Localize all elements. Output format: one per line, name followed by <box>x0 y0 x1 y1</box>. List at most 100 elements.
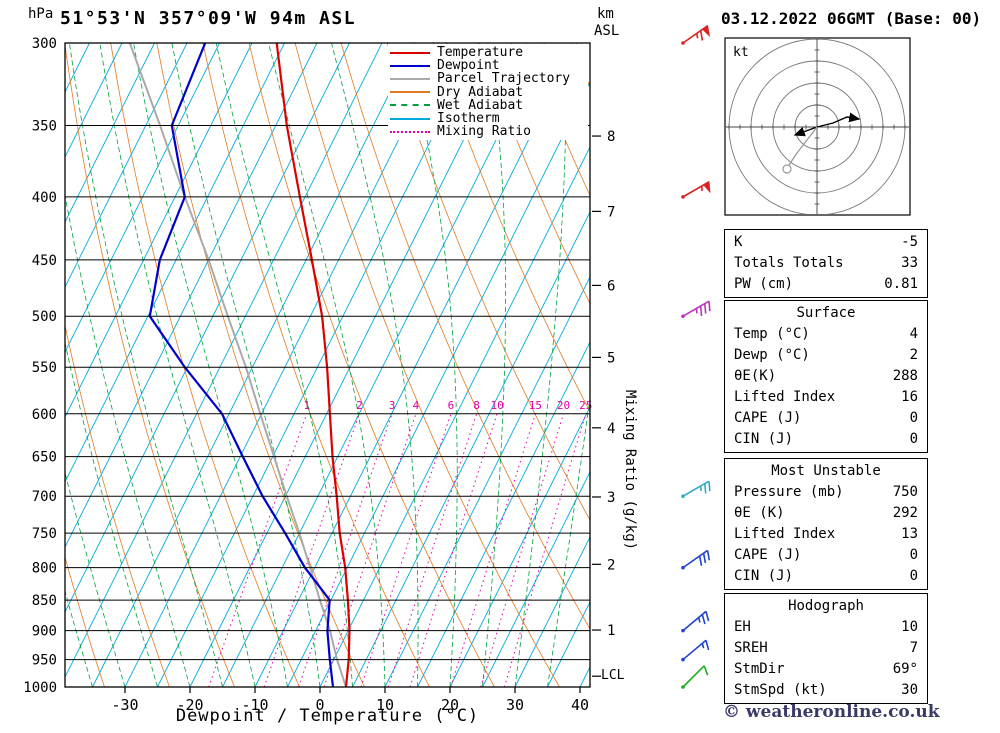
legend-item: Parcel Trajectory <box>390 72 588 85</box>
pressure-tick-label: 300 <box>32 36 57 52</box>
stat-value: 2 <box>909 347 918 363</box>
stat-value: 292 <box>892 505 918 521</box>
legend-line-sample <box>390 77 430 80</box>
legend-line-sample <box>390 104 430 107</box>
stat-value: 288 <box>892 368 918 384</box>
temperature-tick-label: -30 <box>111 696 138 714</box>
km-tick-label: 6 <box>607 278 615 294</box>
pressure-tick-label: 900 <box>32 624 57 640</box>
km-tick-label: 3 <box>607 490 615 506</box>
legend-line-sample <box>390 130 430 133</box>
plot-border <box>64 42 591 688</box>
stats-panel-most-unstable: Most Unstable Pressure (mb) 750 θE (K) 292 Li… <box>724 458 928 590</box>
panel-row: Lifted Index 13 <box>725 524 927 545</box>
panel-row: θE(K) 288 <box>725 366 927 387</box>
hodograph-storm-marker <box>782 164 792 174</box>
panel-row: PW (cm) 0.81 <box>725 274 927 295</box>
mixing-ratio-label: 1 <box>303 399 310 412</box>
legend-item: Temperature <box>390 46 588 59</box>
panel-row: Lifted Index 16 <box>725 387 927 408</box>
stat-value: 0.81 <box>884 276 918 292</box>
pressure-tick-label: 350 <box>32 118 57 134</box>
panel-row: CIN (J) 0 <box>725 429 927 450</box>
panel-row: CAPE (J) 0 <box>725 545 927 566</box>
temperature-ticks <box>124 687 581 693</box>
panel-row: SREH 7 <box>725 638 927 659</box>
panel-row: Totals Totals 33 <box>725 253 927 274</box>
pressure-tick-label: 800 <box>32 561 57 577</box>
temperature-tick-label: -20 <box>176 696 203 714</box>
pressure-axis-unit-label: hPa <box>28 6 54 22</box>
legend-item-label: Dewpoint <box>437 58 500 74</box>
mixing-ratio-label: 20 <box>557 399 570 412</box>
legend-item: Wet Adiabat <box>390 99 588 112</box>
pressure-tick-label: 850 <box>32 593 57 609</box>
isotherm-lines <box>65 43 590 687</box>
wet-adiabat-lines <box>65 43 590 687</box>
x-axis-label: Dewpoint / Temperature (°C) <box>175 706 480 726</box>
dewpoint-curve <box>148 43 335 687</box>
stats-panel-surface: Surface Temp (°C) 4 Dewp (°C) 2 θE(K) 288 Lifte… <box>724 300 928 453</box>
panel-row: Pressure (mb) 750 <box>725 482 927 503</box>
stat-label: Pressure (mb) <box>734 484 844 500</box>
hodograph-trace-black <box>816 112 861 128</box>
stat-value: 7 <box>909 640 918 656</box>
stat-label: StmSpd (kt) <box>734 682 827 698</box>
lcl-label: LCL <box>601 668 625 683</box>
km-tick-label: 7 <box>607 204 615 220</box>
hodograph-panel <box>724 37 911 216</box>
wind-barb <box>681 480 711 499</box>
mixing-ratio-label: 15 <box>529 399 542 412</box>
wind-barb <box>681 24 711 45</box>
legend-line-sample <box>390 64 430 67</box>
legend-item-label: Temperature <box>437 45 524 61</box>
mixing-ratio-label: 2 <box>356 399 363 412</box>
temperature-tick-labels: -30 -20 -10 0 10 20 30 40 <box>111 696 589 714</box>
pressure-tick-label: 950 <box>32 653 57 669</box>
panel-row: CIN (J) 0 <box>725 566 927 587</box>
stat-value: 10 <box>901 619 918 635</box>
legend-item-label: Parcel Trajectory <box>437 71 571 87</box>
mixing-ratio-labels: 1 2 3 4 6 8 10 15 20 25 <box>303 399 592 412</box>
panel-row: CAPE (J) 0 <box>725 408 927 429</box>
panel-row: StmDir 69° <box>725 659 927 680</box>
wind-barb <box>681 181 711 199</box>
stat-value: -5 <box>901 234 918 250</box>
pressure-tick-label: 500 <box>32 309 57 325</box>
mixing-ratio-label: 6 <box>448 399 455 412</box>
stat-value: 16 <box>901 389 918 405</box>
stat-value: 13 <box>901 526 918 542</box>
stat-label: PW (cm) <box>734 276 794 292</box>
legend-line-sample <box>390 117 430 120</box>
temperature-curve <box>275 43 351 687</box>
pressure-tick-label: 750 <box>32 526 57 542</box>
stat-label: EH <box>734 619 751 635</box>
pressure-tick-label: 600 <box>32 407 57 423</box>
km-tick-label: 5 <box>607 350 615 366</box>
hodograph-arrow <box>793 126 818 137</box>
km-axis <box>592 135 601 677</box>
pressure-tick-label: 650 <box>32 450 57 466</box>
stat-label: Lifted Index <box>734 389 836 405</box>
legend-item-label: Isotherm <box>437 111 500 127</box>
mixing-ratio-label: 25 <box>579 399 592 412</box>
mixing-ratio-label: 8 <box>473 399 480 412</box>
panel-row: Dewp (°C) 2 <box>725 345 927 366</box>
legend-item: Mixing Ratio <box>390 125 588 138</box>
pressure-tick-label: 1000 <box>23 680 57 696</box>
pressure-tick-label: 400 <box>32 190 57 206</box>
stat-label: Temp (°C) <box>734 326 810 342</box>
panel-title: Hodograph <box>788 598 864 614</box>
stat-label: CAPE (J) <box>734 410 802 426</box>
copyright-link[interactable]: © weatheronline.co.uk <box>723 702 940 722</box>
stat-value: 0 <box>909 410 918 426</box>
stat-value: 750 <box>892 484 918 500</box>
stat-label: SREH <box>734 640 768 656</box>
legend-line-sample <box>390 91 430 94</box>
temperature-tick-label: 0 <box>315 696 324 714</box>
temperature-tick-label: 40 <box>571 696 589 714</box>
mixing-ratio-label: 3 <box>389 399 396 412</box>
stat-value: 0 <box>909 431 918 447</box>
panel-title: Surface <box>796 305 856 321</box>
hodograph-axis-ticks <box>728 39 906 205</box>
